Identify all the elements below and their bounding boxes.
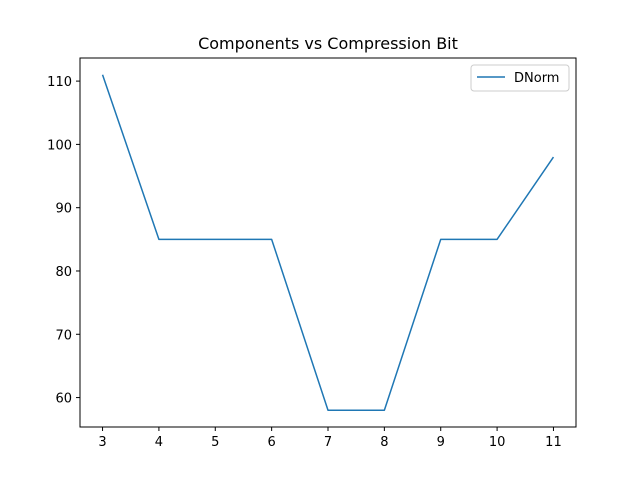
x-tick-label: 6 — [267, 435, 275, 450]
legend: DNorm — [470, 64, 570, 92]
x-tick-label: 7 — [324, 435, 332, 450]
y-tick-label: 70 — [55, 328, 72, 343]
x-tick-label: 3 — [98, 435, 106, 450]
series-line-dnorm — [101, 74, 555, 411]
x-tick-label: 9 — [437, 435, 445, 450]
y-tick-label: 90 — [55, 202, 72, 217]
legend-box — [470, 64, 570, 92]
plot-frame — [79, 57, 577, 428]
x-axis: 3 4 5 6 7 8 9 10 11 — [98, 427, 562, 450]
x-tick-label: 5 — [211, 435, 219, 450]
y-tick-label: 100 — [47, 138, 72, 153]
y-tick-label: 110 — [47, 75, 72, 90]
series-layer — [101, 74, 555, 411]
legend-label-dnorm: DNorm — [514, 71, 559, 86]
x-tick-label: 11 — [545, 435, 562, 450]
x-tick-label: 4 — [155, 435, 163, 450]
y-axis: 60 70 80 90 100 110 — [47, 75, 80, 407]
chart-title: Components vs Compression Bit — [198, 34, 458, 53]
y-tick-label: 80 — [55, 265, 72, 280]
x-tick-label: 10 — [489, 435, 506, 450]
y-tick-label: 60 — [55, 392, 72, 407]
x-tick-label: 8 — [380, 435, 388, 450]
